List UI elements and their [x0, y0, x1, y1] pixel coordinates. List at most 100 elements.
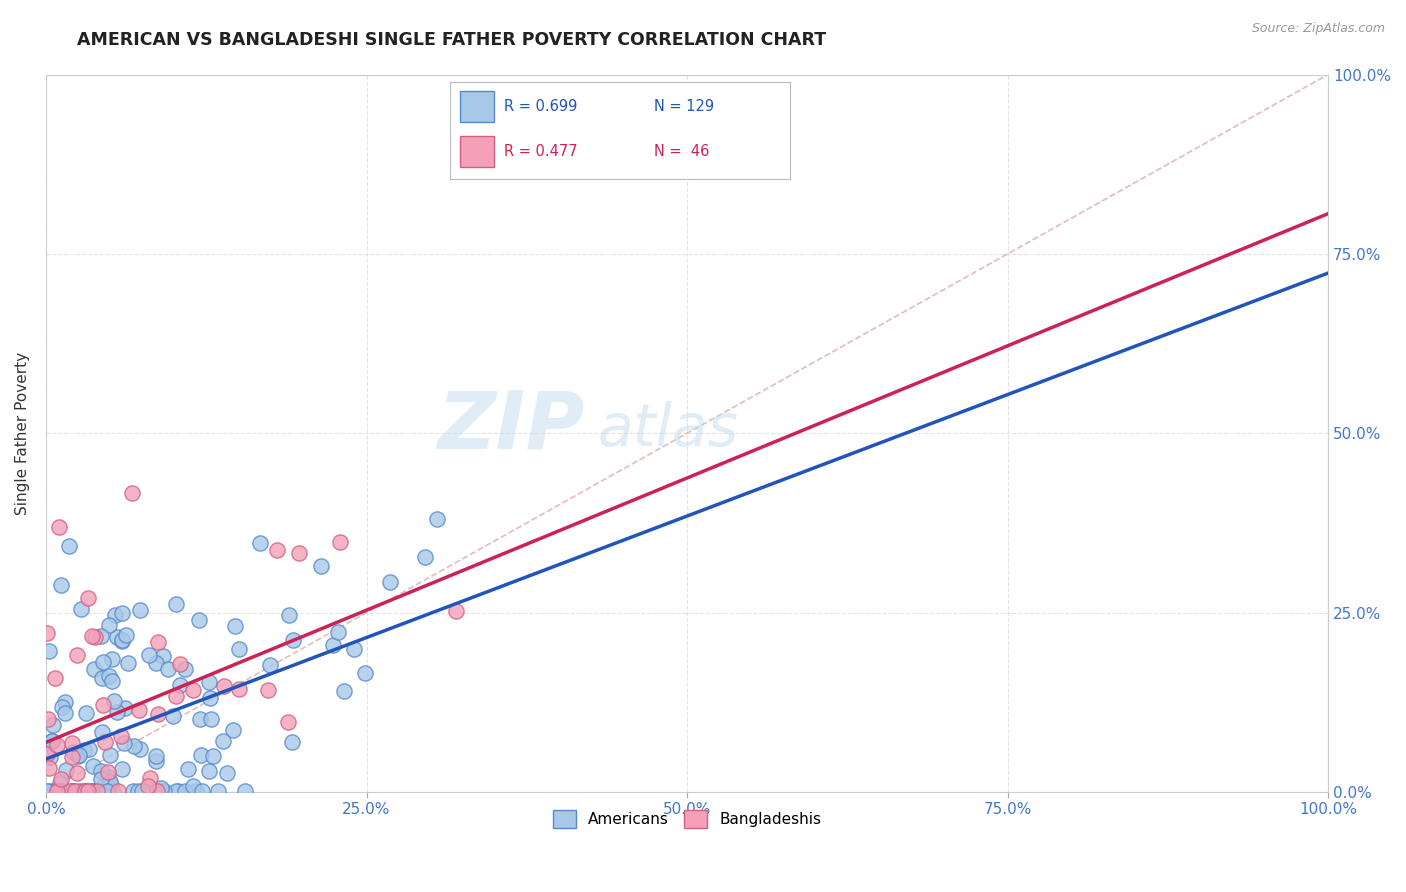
Point [91, 698, 114, 713]
Point [63, 784, 86, 798]
Point [60, 749, 83, 764]
Point [128, 702, 150, 716]
Point [117, 656, 139, 670]
Point [111, 633, 134, 648]
Point [65, 765, 87, 780]
Point [37, 626, 59, 640]
Point [72, 784, 94, 798]
Point [136, 780, 159, 794]
Point [207, 784, 229, 798]
Point [278, 607, 301, 622]
Point [107, 784, 129, 798]
Point [187, 613, 209, 627]
Point [91, 784, 114, 798]
Point [235, 784, 257, 798]
Point [183, 683, 205, 698]
Point [44, 671, 66, 685]
Point [413, 549, 436, 564]
Point [58, 539, 80, 553]
Point [105, 705, 128, 719]
Point [111, 762, 134, 776]
Legend: Americans, Bangladeshis: Americans, Bangladeshis [547, 804, 827, 835]
Point [115, 628, 138, 642]
Point [55, 763, 77, 777]
Point [249, 536, 271, 550]
Point [165, 689, 187, 703]
Point [215, 766, 238, 780]
Point [73, 784, 96, 798]
Point [211, 733, 233, 747]
Point [277, 715, 299, 730]
Point [281, 633, 304, 648]
Point [169, 657, 191, 671]
Y-axis label: Single Father Poverty: Single Father Poverty [15, 351, 30, 515]
Point [184, 784, 207, 798]
Point [62, 784, 84, 798]
Point [212, 679, 235, 693]
Point [98, 669, 121, 683]
Text: ZIP: ZIP [437, 387, 585, 465]
Point [60, 784, 83, 798]
Point [146, 784, 169, 798]
Point [122, 739, 145, 754]
Point [82, 784, 104, 798]
Point [67, 749, 90, 764]
Point [80, 784, 103, 798]
Point [103, 694, 125, 708]
Point [121, 485, 143, 500]
Point [266, 542, 288, 557]
Point [39, 749, 62, 764]
Point [100, 778, 122, 792]
Point [77, 784, 100, 798]
Point [354, 665, 377, 680]
Point [322, 638, 344, 652]
Point [129, 603, 152, 617]
Point [60, 736, 83, 750]
Point [69, 602, 91, 616]
Point [90, 764, 112, 778]
Point [129, 742, 152, 756]
Point [101, 784, 124, 798]
Point [66, 648, 89, 662]
Point [48, 784, 70, 798]
Point [169, 678, 191, 692]
Point [342, 641, 364, 656]
Text: atlas: atlas [598, 401, 738, 458]
Point [53, 695, 76, 709]
Point [152, 648, 174, 663]
Point [287, 546, 309, 560]
Point [98, 747, 121, 762]
Point [190, 712, 212, 726]
Point [131, 784, 153, 798]
Point [145, 754, 167, 768]
Point [181, 779, 204, 793]
Text: Source: ZipAtlas.com: Source: ZipAtlas.com [1251, 22, 1385, 36]
Point [49, 772, 72, 786]
Point [148, 784, 170, 798]
Point [259, 658, 281, 673]
Point [112, 735, 135, 749]
Point [62, 745, 84, 759]
Point [97, 765, 120, 780]
Point [165, 597, 187, 611]
Point [90, 772, 112, 786]
Point [100, 652, 122, 666]
Point [104, 607, 127, 622]
Point [59, 784, 82, 798]
Point [177, 762, 200, 776]
Point [127, 784, 149, 798]
Point [157, 662, 180, 676]
Point [200, 712, 222, 726]
Point [75, 706, 97, 720]
Point [76, 591, 98, 605]
Point [42, 718, 65, 732]
Point [46, 784, 69, 798]
Point [444, 604, 467, 618]
Point [138, 648, 160, 663]
Point [173, 784, 195, 798]
Point [62, 784, 84, 798]
Point [37, 736, 59, 750]
Point [46, 738, 69, 752]
Point [49, 776, 72, 790]
Point [42, 784, 65, 798]
